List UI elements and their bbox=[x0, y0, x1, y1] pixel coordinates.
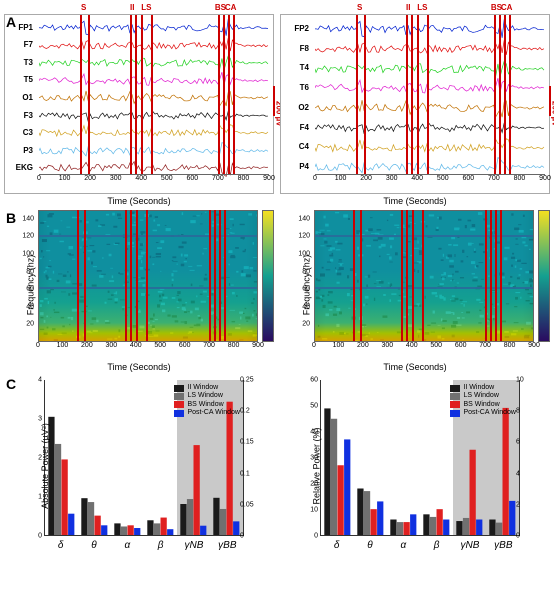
channel-label: F3 bbox=[7, 111, 33, 120]
panel-b-right: Frequency (hz)20406080100120140010020030… bbox=[280, 210, 550, 372]
eeg-trace bbox=[315, 59, 545, 79]
category-label: β bbox=[434, 540, 440, 551]
channel-label: F8 bbox=[283, 44, 309, 53]
colorbar bbox=[538, 210, 550, 342]
legend-label: Post-CA Window bbox=[463, 409, 516, 417]
panel-c-right: II WindowLS WindowBS WindowPost-CA Windo… bbox=[280, 376, 550, 556]
colorbar bbox=[262, 210, 274, 342]
legend-label: II Window bbox=[463, 384, 494, 392]
eeg-trace bbox=[315, 98, 545, 118]
eeg-trace bbox=[315, 19, 545, 39]
spectrogram-plot bbox=[38, 210, 258, 342]
eeg-trace bbox=[39, 54, 269, 72]
marker-label: LS bbox=[417, 3, 427, 12]
category-label: θ bbox=[91, 540, 96, 551]
channel-label: T6 bbox=[283, 83, 309, 92]
channel-label: F4 bbox=[283, 123, 309, 132]
panel-c-row: C II WindowLS WindowBS WindowPost-CA Win… bbox=[4, 376, 550, 556]
legend-label: II Window bbox=[187, 384, 218, 392]
eeg-trace bbox=[39, 19, 269, 37]
panel-b-left: Frequency (hz)20406080100120140010020030… bbox=[4, 210, 274, 372]
legend-label: Post-CA Window bbox=[187, 409, 240, 417]
eeg-trace bbox=[39, 89, 269, 107]
category-label: γBB bbox=[494, 540, 512, 551]
category-label: β bbox=[158, 540, 164, 551]
eeg-trace bbox=[39, 142, 269, 160]
marker-label: CA bbox=[225, 3, 237, 12]
panel-a-row: A FP1F7T3T5O1F3C3P3EKGSIILSBSCA200 µV010… bbox=[4, 14, 550, 206]
marker-label: S bbox=[81, 3, 86, 12]
channel-label: O1 bbox=[7, 93, 33, 102]
category-label: α bbox=[400, 540, 406, 551]
legend: II WindowLS WindowBS WindowPost-CA Windo… bbox=[450, 384, 516, 418]
marker-label: II bbox=[406, 3, 410, 12]
panel-a-left: FP1F7T3T5O1F3C3P3EKGSIILSBSCA200 µV01002… bbox=[4, 14, 274, 206]
marker-label: II bbox=[130, 3, 134, 12]
eeg-trace bbox=[315, 39, 545, 59]
channel-label: FP2 bbox=[283, 24, 309, 33]
channel-label: F7 bbox=[7, 40, 33, 49]
eeg-trace bbox=[315, 78, 545, 98]
panel-a-xlabel: Time (Seconds) bbox=[280, 196, 550, 206]
eeg-trace bbox=[39, 37, 269, 55]
category-label: δ bbox=[334, 540, 340, 551]
spectrogram-plot bbox=[314, 210, 534, 342]
panel-b-xlabel: Time (Seconds) bbox=[280, 362, 550, 372]
channel-label: P4 bbox=[283, 162, 309, 171]
channel-label: P3 bbox=[7, 146, 33, 155]
legend: II WindowLS WindowBS WindowPost-CA Windo… bbox=[174, 384, 240, 418]
eeg-trace bbox=[39, 124, 269, 142]
marker-label: LS bbox=[141, 3, 151, 12]
legend-label: BS Window bbox=[187, 401, 223, 409]
figure: A FP1F7T3T5O1F3C3P3EKGSIILSBSCA200 µV010… bbox=[0, 0, 554, 564]
legend-label: LS Window bbox=[187, 392, 222, 400]
panel-a-label: A bbox=[6, 14, 16, 30]
channel-label: EKG bbox=[7, 163, 33, 172]
channel-label: C4 bbox=[283, 142, 309, 151]
category-label: θ bbox=[367, 540, 372, 551]
marker-label: S bbox=[357, 3, 362, 12]
marker-label: BS bbox=[491, 3, 502, 12]
legend-label: BS Window bbox=[463, 401, 499, 409]
channel-label: T5 bbox=[7, 75, 33, 84]
category-label: α bbox=[124, 540, 130, 551]
channel-label: T3 bbox=[7, 58, 33, 67]
scale-bar: 200 µV bbox=[549, 86, 551, 116]
panel-c-left: II WindowLS WindowBS WindowPost-CA Windo… bbox=[4, 376, 274, 556]
channel-label: T4 bbox=[283, 63, 309, 72]
category-label: δ bbox=[58, 540, 64, 551]
panel-c-label: C bbox=[6, 376, 16, 392]
category-label: γBB bbox=[218, 540, 236, 551]
marker-label: BS bbox=[215, 3, 226, 12]
eeg-trace bbox=[39, 107, 269, 125]
eeg-trace bbox=[39, 72, 269, 90]
panel-a-xlabel: Time (Seconds) bbox=[4, 196, 274, 206]
scale-bar: 200 µV bbox=[273, 86, 275, 116]
panel-b-label: B bbox=[6, 210, 16, 226]
eeg-trace bbox=[315, 118, 545, 138]
channel-label: O2 bbox=[283, 103, 309, 112]
channel-label: C3 bbox=[7, 128, 33, 137]
panel-b-row: B Frequency (hz)204060801001201400100200… bbox=[4, 210, 550, 372]
legend-label: LS Window bbox=[463, 392, 498, 400]
panel-b-xlabel: Time (Seconds) bbox=[4, 362, 274, 372]
category-label: γNB bbox=[185, 540, 204, 551]
panel-a-right: FP2F8T4T6O2F4C4P4SIILSBSCA200 µV01002003… bbox=[280, 14, 550, 206]
eeg-trace bbox=[315, 138, 545, 158]
marker-label: CA bbox=[501, 3, 513, 12]
category-label: γNB bbox=[461, 540, 480, 551]
